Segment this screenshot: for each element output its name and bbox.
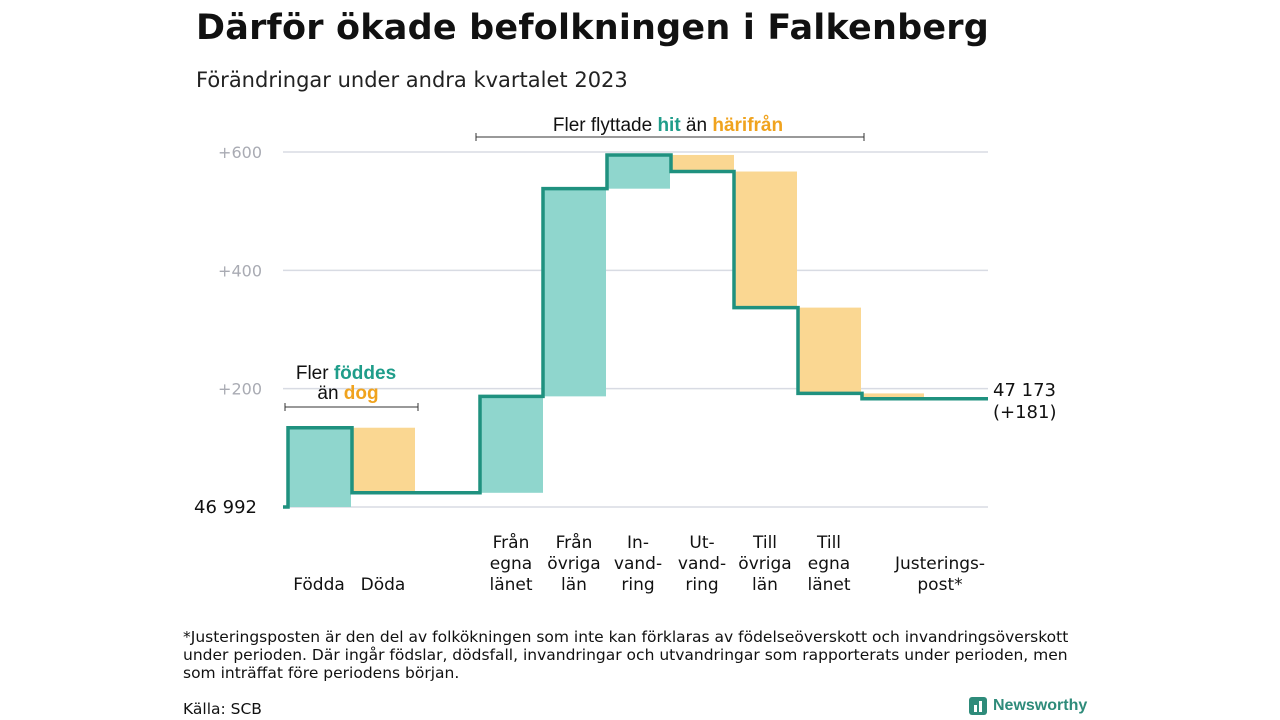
bar-decrease <box>862 393 924 399</box>
category-label: Döda <box>361 575 406 595</box>
category-label: Till <box>752 533 777 553</box>
annotation-text-part: hit <box>657 115 681 136</box>
category-label: vand- <box>614 554 662 574</box>
category-label: länet <box>807 575 850 595</box>
y-tick-label: +600 <box>218 143 262 162</box>
newsworthy-logo-icon <box>969 697 987 715</box>
bar-increase <box>288 427 351 507</box>
y-tick-label: +200 <box>218 380 262 399</box>
annotation-text-part: Fler flyttade <box>553 115 658 136</box>
y-tick-label: +400 <box>218 261 262 280</box>
category-label: övriga <box>547 554 600 574</box>
annotation-text-part: dog <box>344 383 379 404</box>
chart-title: Därför ökade befolkningen i Falkenberg <box>196 8 989 48</box>
bar-increase <box>543 188 606 397</box>
bar-decrease <box>352 427 415 493</box>
category-label: Från <box>493 532 530 553</box>
chart-subtitle: Förändringar under andra kvartalet 2023 <box>196 68 628 92</box>
annotation-migration: Fler flyttade hit än härifrån <box>553 115 783 136</box>
category-label: övriga <box>738 554 791 574</box>
category-label: länet <box>489 575 532 595</box>
end-value-label: 47 173 <box>993 380 1056 401</box>
category-label: vand- <box>678 554 726 574</box>
annotation-text-part: föddes <box>334 363 396 384</box>
annotation-text-part: härifrån <box>712 115 783 136</box>
annotation-text-part: Fler <box>296 363 334 384</box>
footnote: *Justeringsposten är den del av folkökni… <box>183 628 1069 682</box>
category-label: Till <box>816 533 841 553</box>
start-value-label: 46 992 <box>194 497 257 518</box>
annotation-text-part: än <box>317 383 343 404</box>
newsworthy-logo-text: Newsworthy <box>993 697 1088 714</box>
category-label: egna <box>808 554 850 574</box>
end-change-label: (+181) <box>993 402 1056 423</box>
category-label: län <box>752 575 778 595</box>
newsworthy-logo: Newsworthy <box>969 697 1087 715</box>
annotation-births-line2: än dog <box>317 383 378 404</box>
category-label: Justerings- <box>894 554 985 574</box>
cumulative-step-line <box>283 153 988 509</box>
category-label: In- <box>627 533 649 553</box>
source-note: Källa: SCB <box>183 700 262 718</box>
annotation-births-line1: Fler föddes <box>296 363 396 384</box>
category-label: Födda <box>293 575 345 595</box>
annotation-text-part: än <box>681 115 713 136</box>
category-label: ring <box>685 575 718 595</box>
category-label: post* <box>917 575 962 595</box>
category-label: Från <box>556 532 593 553</box>
bar-increase <box>607 154 670 189</box>
bar-increase <box>480 396 543 493</box>
category-label: Ut- <box>689 533 714 553</box>
category-label: län <box>561 575 587 595</box>
bar-decrease <box>798 307 861 394</box>
bar-decrease <box>734 171 797 308</box>
bar-decrease <box>671 154 734 172</box>
category-label: egna <box>490 554 532 574</box>
category-label: ring <box>621 575 654 595</box>
